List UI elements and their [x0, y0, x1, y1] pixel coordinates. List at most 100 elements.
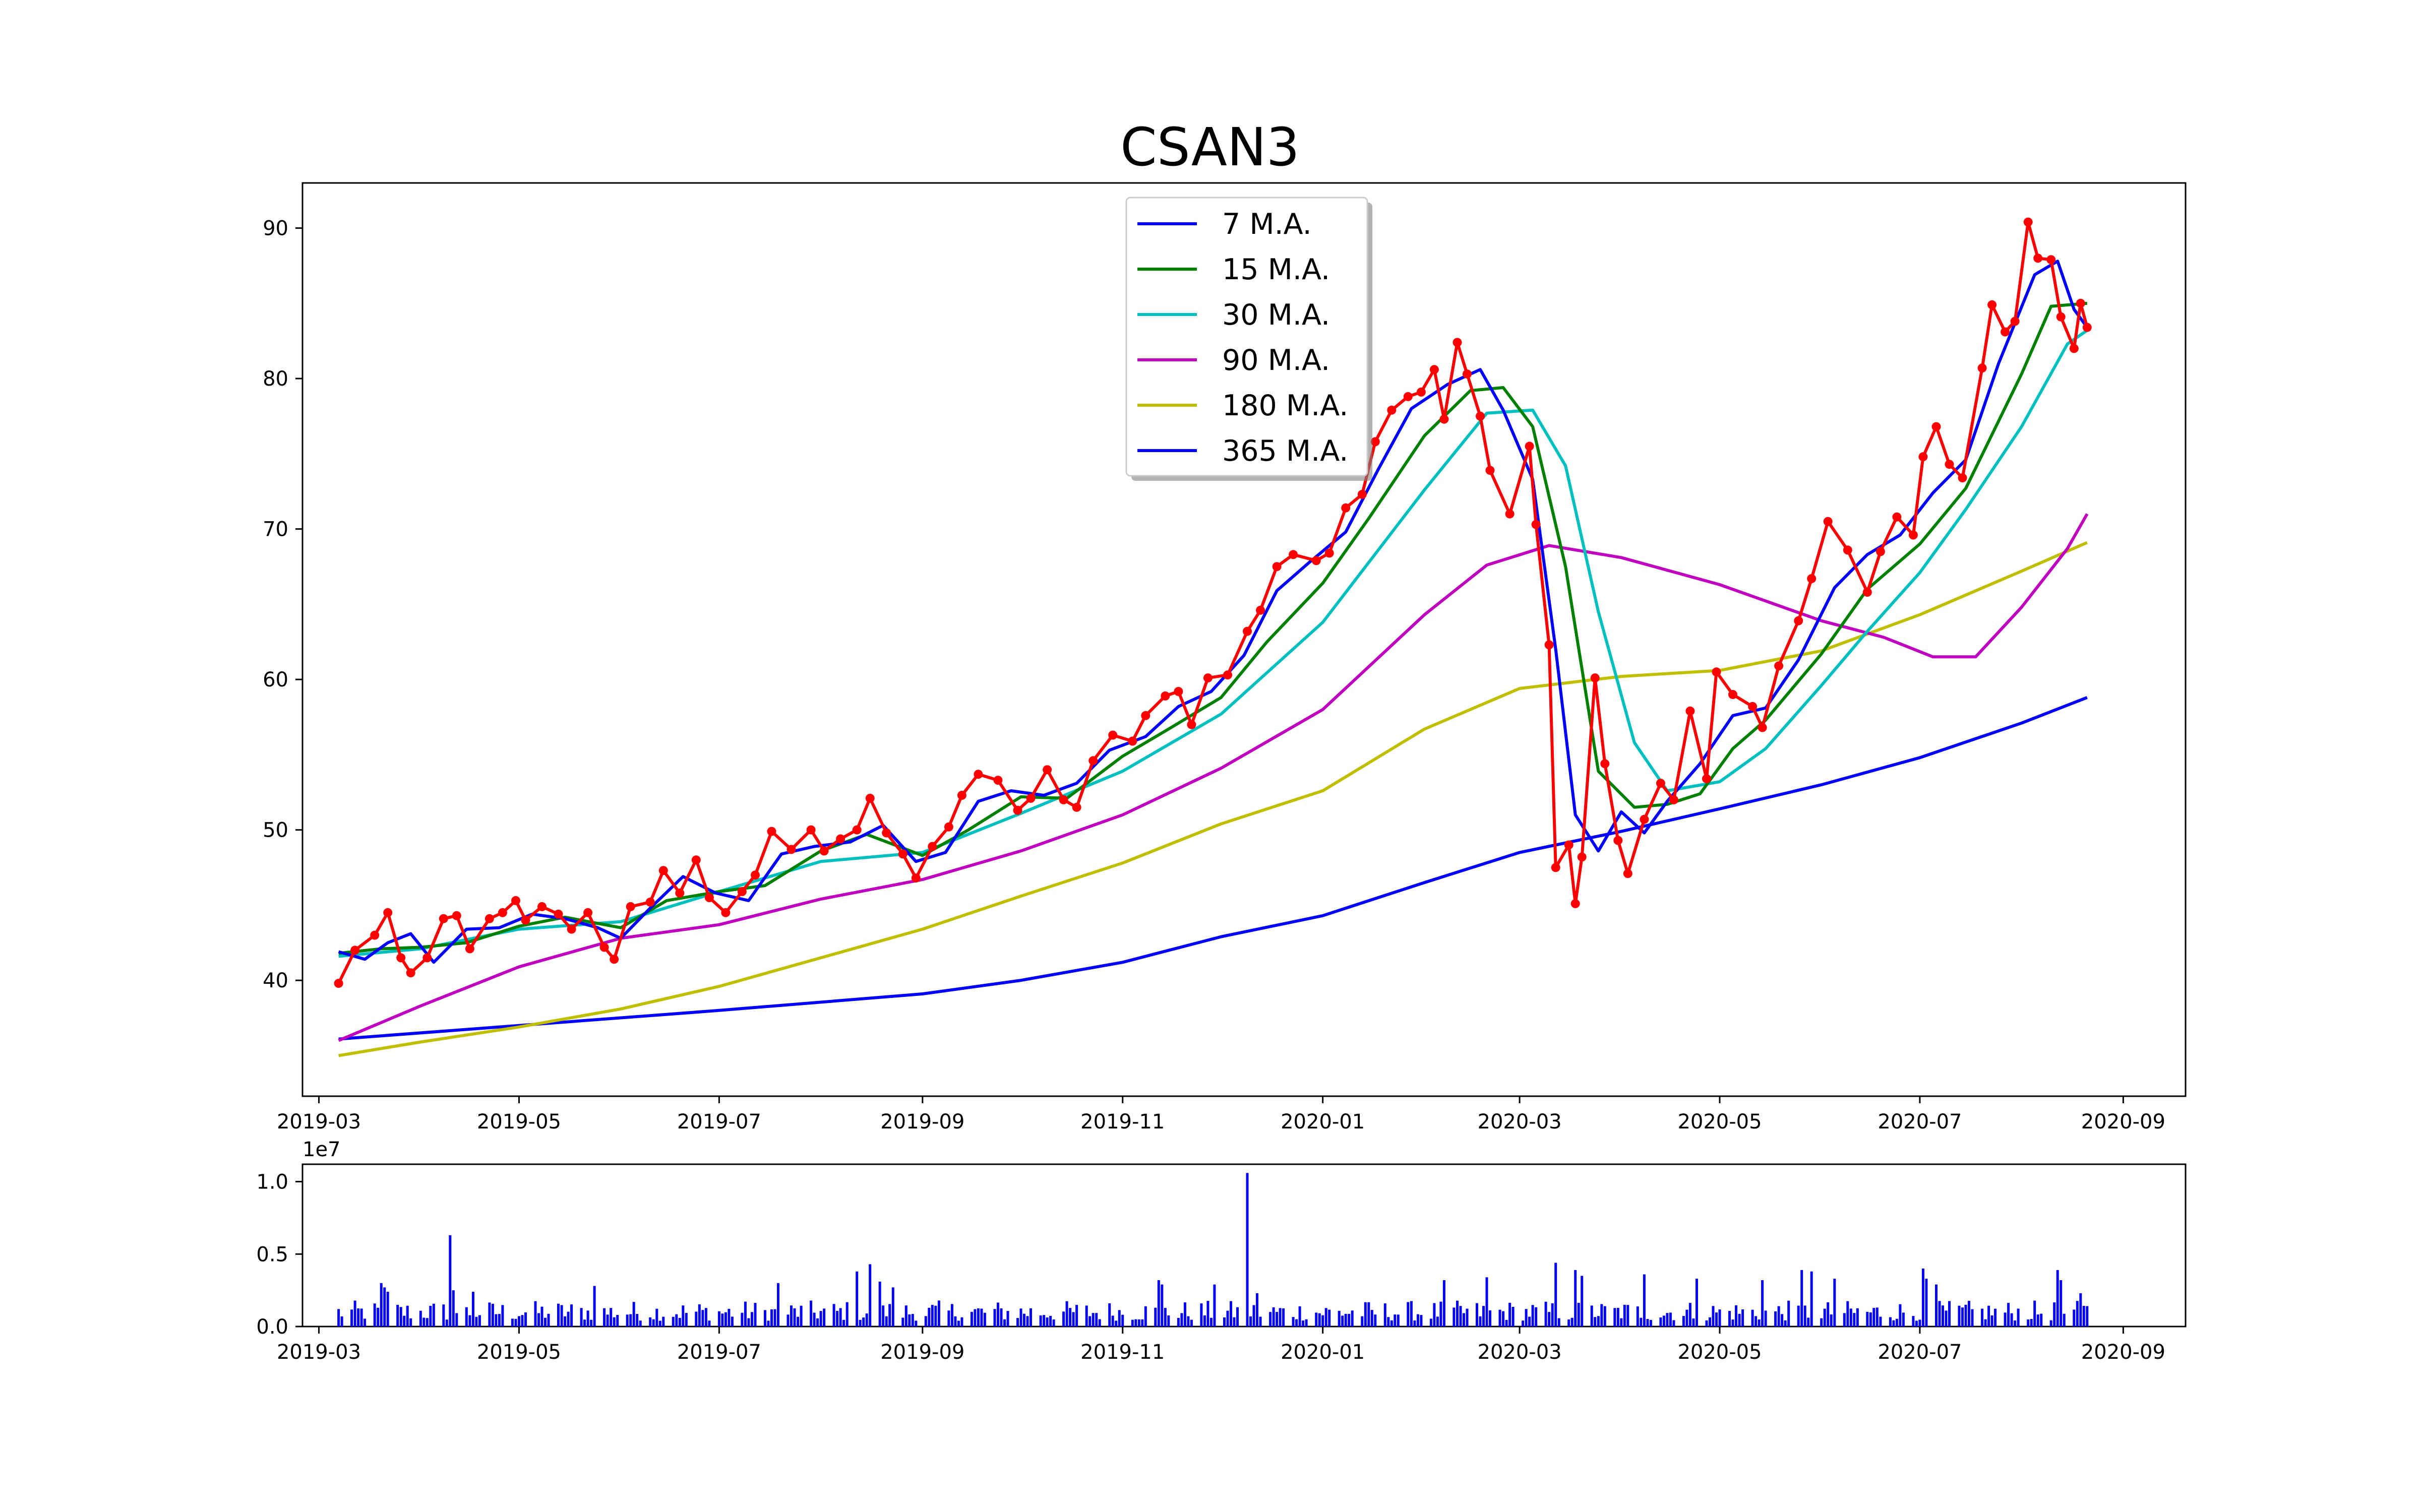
volume-bar	[2063, 1313, 2066, 1327]
volume-bar	[1626, 1305, 1629, 1327]
volume-bar	[1453, 1307, 1456, 1327]
price-point	[1223, 670, 1232, 680]
volume-bar	[1442, 1280, 1445, 1327]
volume-bar	[813, 1312, 816, 1327]
volume-x-tick-label: 2019-05	[477, 1341, 561, 1364]
price-point	[1613, 836, 1623, 845]
volume-bar	[767, 1320, 770, 1327]
price-point	[1128, 736, 1137, 746]
volume-bar	[373, 1303, 376, 1327]
volume-bar	[1407, 1302, 1410, 1327]
volume-bar	[2056, 1270, 2059, 1327]
volume-bar	[786, 1314, 790, 1327]
volume-bar	[534, 1301, 537, 1327]
volume-bar	[1528, 1316, 1531, 1327]
volume-bar	[560, 1305, 563, 1327]
volume-bar	[475, 1316, 478, 1327]
volume-bar	[1590, 1305, 1593, 1327]
volume-bar	[1003, 1319, 1006, 1327]
x-tick-label: 2019-07	[677, 1110, 761, 1133]
price-point	[1026, 793, 1036, 803]
volume-bar	[1945, 1310, 1948, 1327]
price-point	[1748, 702, 1758, 711]
volume-bar	[856, 1271, 859, 1327]
volume-bar	[937, 1300, 940, 1327]
volume-bar	[570, 1304, 573, 1327]
volume-bar	[1849, 1308, 1852, 1327]
price-point	[645, 897, 655, 907]
volume-bar	[1482, 1306, 1485, 1327]
volume-bar	[1223, 1317, 1226, 1327]
volume-bar	[422, 1317, 426, 1327]
volume-bar	[1298, 1306, 1301, 1327]
volume-bar	[947, 1310, 950, 1327]
volume-bar	[1226, 1310, 1229, 1327]
price-point	[1640, 814, 1649, 824]
price-point	[737, 887, 747, 896]
volume-bar	[695, 1311, 698, 1327]
volume-bar	[1206, 1301, 1209, 1327]
x-tick-label: 2020-07	[1878, 1110, 1962, 1133]
volume-bar	[1420, 1315, 1423, 1327]
volume-bar	[478, 1315, 481, 1327]
volume-bar	[2017, 1308, 2020, 1327]
volume-bar	[751, 1312, 753, 1327]
volume-bar	[1636, 1306, 1639, 1327]
series-line-365ma	[338, 696, 2088, 1041]
volume-bar	[1866, 1311, 1869, 1327]
volume-bar	[1921, 1269, 1924, 1327]
x-tick-label: 2019-03	[277, 1110, 361, 1133]
volume-bar	[672, 1316, 675, 1327]
volume-bar	[1938, 1301, 1941, 1327]
volume-bar	[1370, 1310, 1373, 1327]
price-point	[1862, 588, 1872, 597]
volume-bar	[1616, 1308, 1619, 1327]
volume-bar	[1984, 1319, 1987, 1327]
volume-bar	[1662, 1315, 1665, 1327]
volume-bar	[983, 1312, 986, 1327]
price-point	[1485, 466, 1495, 475]
volume-bar	[1302, 1320, 1305, 1327]
volume-bar	[1072, 1312, 1075, 1327]
volume-bar	[1557, 1318, 1560, 1327]
volume-bar	[1511, 1307, 1515, 1327]
series-line-180ma	[338, 541, 2088, 1057]
volume-bar	[810, 1300, 813, 1327]
volume-bar	[2079, 1293, 2082, 1327]
volume-bar	[1466, 1308, 1469, 1327]
volume-x-tick-label: 2019-11	[1080, 1341, 1165, 1364]
volume-bar	[1039, 1315, 1042, 1327]
price-point	[911, 873, 921, 883]
price-point	[1161, 691, 1170, 701]
price-point	[1945, 460, 1954, 469]
volume-bar	[1643, 1274, 1646, 1327]
price-point	[865, 793, 875, 803]
price-point	[1072, 802, 1081, 812]
volume-bar	[832, 1304, 835, 1327]
volume-bar	[1853, 1313, 1856, 1327]
volume-bar	[1508, 1302, 1511, 1327]
volume-x-tick-label: 2020-09	[2081, 1341, 2165, 1364]
volume-bar	[754, 1303, 757, 1327]
price-point	[1892, 512, 1902, 522]
volume-bar	[419, 1310, 422, 1327]
y-tick-label: 80	[263, 367, 288, 391]
volume-bar	[1942, 1305, 1944, 1327]
volume-x-tick-label: 2020-01	[1281, 1341, 1365, 1364]
volume-bar	[1016, 1318, 1019, 1327]
price-point	[599, 942, 609, 952]
price-point	[422, 953, 432, 963]
volume-bar	[1328, 1309, 1331, 1327]
price-point	[1476, 411, 1485, 421]
volume-bar	[869, 1264, 872, 1327]
volume-bar	[1899, 1304, 1902, 1327]
volume-bar	[1544, 1301, 1547, 1327]
price-point	[1564, 840, 1574, 850]
volume-bar	[377, 1307, 380, 1327]
volume-bar	[1249, 1316, 1252, 1327]
volume-bar	[632, 1302, 635, 1327]
volume-bar	[1751, 1309, 1754, 1327]
price-point	[1203, 673, 1213, 683]
volume-bar	[610, 1308, 613, 1327]
legend-label: 90 M.A.	[1222, 344, 1330, 377]
